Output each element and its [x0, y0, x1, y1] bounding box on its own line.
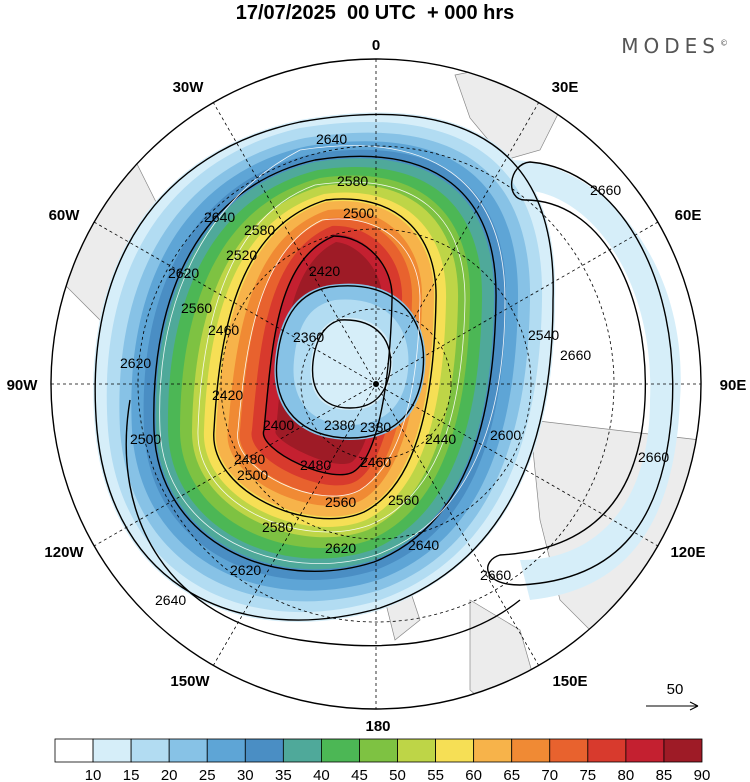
colorbar-swatch [244, 738, 284, 763]
colorbar-label: 45 [351, 767, 368, 782]
vector-reference-label: 50 [667, 681, 684, 698]
contour-label: 2620 [230, 562, 261, 578]
contour-label: 2560 [181, 300, 212, 316]
contour-label: 2400 [263, 417, 294, 433]
contour-label: 2560 [388, 492, 419, 508]
lon-label: 180 [365, 718, 390, 735]
colorbar-swatch [54, 738, 94, 763]
lon-label: 30E [552, 79, 579, 96]
copyright-icon: © [720, 38, 728, 48]
colorbar-label: 65 [503, 767, 520, 782]
colorbar-label: 35 [275, 767, 292, 782]
map-disk [51, 59, 701, 709]
colorbar-swatch [92, 738, 132, 763]
lon-label: 150E [552, 673, 587, 690]
colorbar-label: 30 [237, 767, 254, 782]
map-boundary [50, 58, 702, 710]
colorbar-label: 20 [161, 767, 178, 782]
lon-label: 120E [670, 544, 705, 561]
colorbar-swatch [663, 738, 703, 763]
lon-label: 150W [170, 673, 210, 690]
contour-label: 2380 [360, 419, 391, 435]
chart-title: 17/07/2025 00 UTC + 000 hrs [235, 2, 515, 24]
contour-label: 2620 [120, 355, 151, 371]
lon-label: 0 [372, 37, 380, 54]
colorbar-label: 60 [465, 767, 482, 782]
contour-label: 2580 [337, 173, 368, 189]
contour-label: 2640 [316, 131, 347, 147]
contour-labels: 2640 2640 2580 2580 2520 2500 2420 2360 … [120, 131, 669, 608]
lon-label: 30W [173, 79, 205, 96]
contour-label: 2500 [343, 205, 374, 221]
lon-label: 90E [720, 377, 747, 394]
lon-label: 60E [675, 207, 702, 224]
brand-text: MODES [621, 34, 720, 58]
contour-label: 2500 [237, 467, 268, 483]
colorbar-label: 90 [694, 767, 711, 782]
longitude-labels: 0 30E 60E 90E 120E 150E 180 150W 120W 90… [7, 37, 747, 735]
contour-label: 2560 [325, 494, 356, 510]
colorbar: 10 15 20 25 30 35 40 45 50 55 60 65 70 75 80 85 90 [54, 738, 711, 782]
contour-label: 2460 [360, 454, 391, 470]
height-contours [94, 113, 674, 647]
colorbar-label: 15 [123, 767, 140, 782]
contour-label: 2420 [212, 387, 243, 403]
colorbar-swatch [435, 738, 475, 763]
contour-label: 2660 [590, 182, 621, 198]
colorbar-label: 50 [389, 767, 406, 782]
contour-label: 2580 [244, 222, 275, 238]
colorbar-swatch [206, 738, 246, 763]
colorbar-swatch [168, 738, 208, 763]
colorbar-label: 40 [313, 767, 330, 782]
contour-label: 2360 [293, 329, 324, 345]
contour-label: 2420 [309, 263, 340, 279]
contour-label: 2660 [560, 347, 591, 363]
colorbar-label: 55 [427, 767, 444, 782]
lon-label: 60W [49, 207, 81, 224]
colorbar-swatch [359, 738, 398, 763]
contour-label: 2660 [480, 567, 511, 583]
contour-label: 2480 [234, 451, 265, 467]
contour-label: 2480 [300, 457, 331, 473]
colorbar-swatch [397, 738, 436, 763]
contour-label: 2640 [408, 537, 439, 553]
contour-label: 2500 [130, 431, 161, 447]
wind-vectors [159, 145, 506, 564]
contour-label: 2440 [425, 431, 456, 447]
contour-label: 2540 [528, 327, 559, 343]
brand-logo: MODES© [621, 34, 728, 58]
lon-label: 120W [44, 544, 84, 561]
graticule [51, 59, 701, 709]
contour-label: 2620 [168, 265, 199, 281]
colorbar-swatch [549, 738, 589, 763]
colorbar-swatch [321, 738, 360, 763]
colorbar-label: 80 [618, 767, 635, 782]
contour-label: 2460 [208, 322, 239, 338]
contour-label: 2600 [490, 427, 521, 443]
contour-label: 2660 [638, 449, 669, 465]
vector-reference: 50 [646, 681, 699, 711]
colorbar-swatch [511, 738, 551, 763]
contour-label: 2620 [325, 540, 356, 556]
contour-label: 2380 [324, 417, 355, 433]
colorbar-swatch [587, 738, 627, 763]
colorbar-swatch [625, 738, 665, 763]
pole-marker [373, 381, 379, 387]
contour-label: 2640 [204, 209, 235, 225]
lon-label: 90W [7, 377, 39, 394]
contour-label: 2580 [262, 519, 293, 535]
colorbar-label: 25 [199, 767, 216, 782]
colorbar-swatch [282, 738, 322, 763]
colorbar-label: 70 [541, 767, 558, 782]
colorbar-label: 10 [85, 767, 102, 782]
contour-label: 2640 [155, 592, 186, 608]
colorbar-swatch [473, 738, 513, 763]
colorbar-swatch [130, 738, 170, 763]
colorbar-label: 75 [579, 767, 596, 782]
colorbar-label: 85 [656, 767, 673, 782]
contour-label: 2520 [226, 247, 257, 263]
